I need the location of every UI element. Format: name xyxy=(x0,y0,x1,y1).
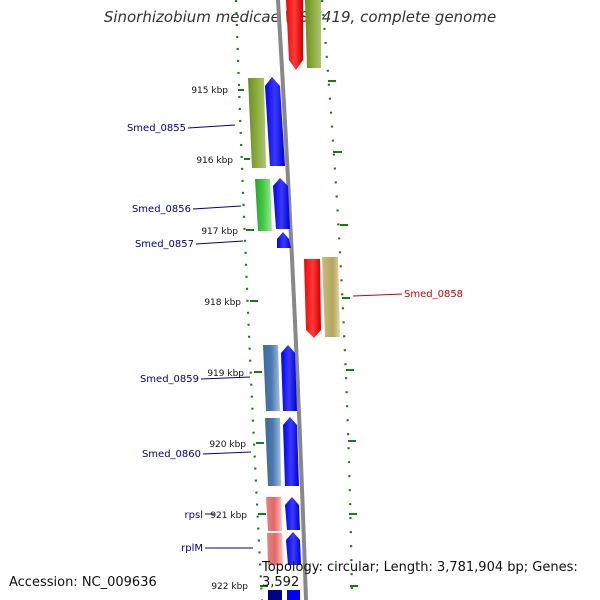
tick-labels: 915 kbp 916 kbp 917 kbp 918 kbp 919 kbp … xyxy=(191,86,248,592)
gene-feature[interactable] xyxy=(277,232,291,248)
gene-feature[interactable] xyxy=(248,78,266,168)
genome-backbone xyxy=(276,0,308,600)
gene-feature[interactable] xyxy=(322,257,340,337)
gc-track-outer xyxy=(320,0,354,600)
gc-track-marks xyxy=(238,80,358,587)
gene-feature[interactable] xyxy=(286,0,303,70)
gene-feature[interactable] xyxy=(304,259,321,338)
gene-feature[interactable] xyxy=(283,417,299,486)
gene-label-rplm[interactable]: rplM xyxy=(181,543,203,554)
tick-922: 922 kbp xyxy=(211,582,248,592)
label-leaders xyxy=(187,124,403,549)
gene-feature[interactable] xyxy=(263,345,280,411)
tick-917: 917 kbp xyxy=(201,227,238,237)
gene-label-rpsl[interactable]: rpsl xyxy=(185,510,203,521)
genome-summary-text: Topology: circular; Length: 3,781,904 bp… xyxy=(262,560,578,590)
gene-label-smed-0856[interactable]: Smed_0856 xyxy=(132,204,191,215)
tick-920: 920 kbp xyxy=(209,440,246,450)
gene-feature[interactable] xyxy=(273,178,290,229)
gene-label-smed-0860[interactable]: Smed_0860 xyxy=(142,449,201,460)
tick-915: 915 kbp xyxy=(191,86,228,96)
gene-feature[interactable] xyxy=(285,497,300,530)
gene-feature[interactable] xyxy=(287,590,300,600)
gene-label-smed-0859[interactable]: Smed_0859 xyxy=(140,374,199,385)
gene-feature[interactable] xyxy=(265,77,285,166)
gene-feature[interactable] xyxy=(255,179,272,231)
gene-feature[interactable] xyxy=(267,533,283,565)
gene-feature[interactable] xyxy=(286,532,301,565)
tick-919: 919 kbp xyxy=(207,369,244,379)
gc-track-inner xyxy=(234,0,264,600)
tick-918: 918 kbp xyxy=(204,298,241,308)
gene-label-smed-0857[interactable]: Smed_0857 xyxy=(135,239,194,250)
gene-feature[interactable] xyxy=(305,0,321,68)
gene-feature[interactable] xyxy=(268,590,282,600)
tick-921: 921 kbp xyxy=(210,511,247,521)
tick-916: 916 kbp xyxy=(196,156,233,166)
gene-label-smed-0858[interactable]: Smed_0858 xyxy=(404,289,463,300)
gene-feature[interactable] xyxy=(266,497,282,531)
gene-feature[interactable] xyxy=(281,345,297,411)
accession-text: Accession: NC_009636 xyxy=(9,575,157,590)
gene-feature[interactable] xyxy=(265,418,281,486)
gene-labels: Smed_0855 Smed_0856 Smed_0857 Smed_0858 … xyxy=(127,123,463,554)
gene-label-smed-0855[interactable]: Smed_0855 xyxy=(127,123,186,134)
